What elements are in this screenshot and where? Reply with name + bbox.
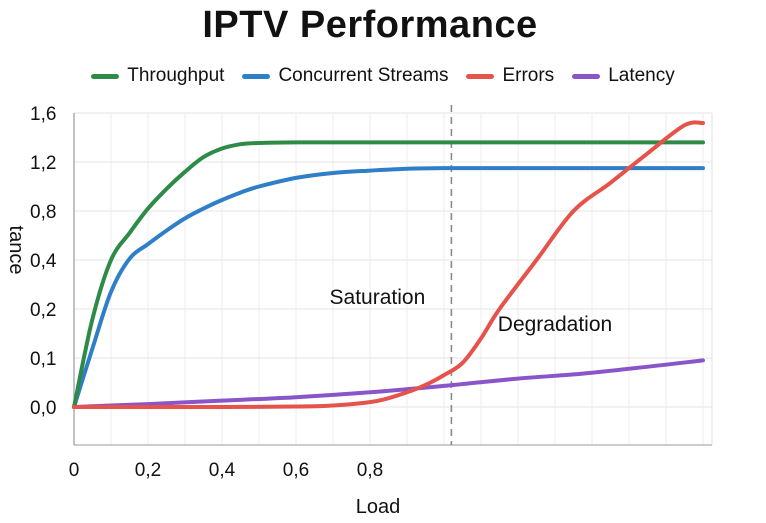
legend-item-concurrent-streams: Concurrent Streams [242, 65, 448, 87]
legend-label-latency: Latency [608, 65, 675, 86]
legend-swatch-concurrent-streams [242, 73, 271, 79]
x-tick-label: 0,4 [209, 460, 236, 481]
annotation-degradation: Degradation [498, 313, 612, 336]
legend-item-latency: Latency [572, 65, 675, 87]
x-tick-label: 0,2 [135, 460, 161, 481]
x-tick-label: 0 [69, 460, 80, 481]
series-line-errors [72, 120, 705, 410]
series-line-throughput [72, 140, 705, 409]
legend-label-concurrent-streams: Concurrent Streams [278, 65, 449, 86]
y-tick-label: 1,6 [30, 104, 56, 125]
series-line-latency [72, 358, 705, 409]
legend-swatch-latency [572, 73, 601, 79]
y-tick-label: 0,1 [30, 349, 56, 370]
legend-label-errors: Errors [502, 65, 555, 86]
y-tick-label: 0,2 [30, 300, 56, 321]
legend-swatch-errors [466, 73, 495, 79]
series-line-concurrent-streams [72, 166, 705, 409]
y-tick-label: 1,2 [30, 153, 56, 174]
legend-swatch-throughput [91, 73, 120, 79]
legend-item-errors: Errors [466, 65, 554, 87]
annotation-saturation: Saturation [330, 286, 426, 309]
x-axis-label: Load [356, 496, 401, 518]
y-tick-label: 0,8 [30, 202, 56, 223]
y-tick-label: 0,4 [30, 251, 57, 272]
y-axis-label: tance [5, 226, 27, 275]
legend-item-throughput: Throughput [91, 65, 224, 87]
x-tick-label: 0,6 [283, 460, 309, 481]
legend-label-throughput: Throughput [127, 65, 225, 86]
chart-title: IPTV Performance [202, 4, 538, 46]
chart-legend: Throughput Concurrent Streams Errors Lat… [0, 62, 766, 90]
x-tick-label: 0,8 [357, 460, 383, 481]
y-tick-label: 0,0 [30, 398, 56, 419]
